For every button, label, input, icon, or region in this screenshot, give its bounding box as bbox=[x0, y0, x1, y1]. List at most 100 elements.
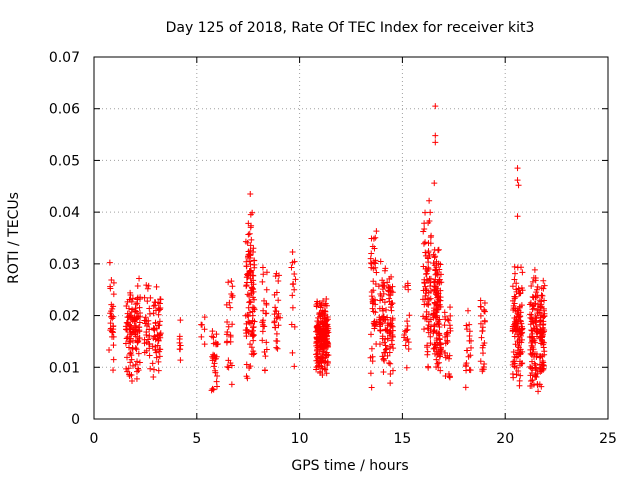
data-point bbox=[259, 278, 266, 285]
data-point bbox=[214, 373, 221, 379]
data-point bbox=[425, 318, 432, 325]
data-point bbox=[132, 361, 139, 368]
data-point bbox=[314, 318, 321, 325]
data-point bbox=[229, 283, 236, 290]
data-point bbox=[272, 324, 279, 331]
data-point bbox=[135, 350, 142, 357]
data-point bbox=[228, 381, 235, 388]
data-point bbox=[245, 328, 252, 335]
data-point bbox=[155, 305, 162, 312]
data-point bbox=[511, 293, 518, 300]
data-point bbox=[431, 299, 438, 306]
data-point bbox=[247, 211, 254, 218]
data-point bbox=[529, 377, 536, 384]
data-point bbox=[432, 266, 439, 273]
data-point bbox=[129, 295, 136, 302]
data-point bbox=[152, 347, 159, 354]
data-point bbox=[533, 373, 540, 380]
data-point bbox=[289, 349, 296, 356]
data-point bbox=[516, 382, 523, 389]
data-point bbox=[445, 355, 452, 362]
data-point bbox=[259, 321, 266, 328]
data-point bbox=[517, 331, 524, 338]
data-point bbox=[248, 236, 255, 243]
data-point bbox=[426, 197, 433, 204]
data-point bbox=[249, 317, 256, 324]
data-point bbox=[246, 364, 253, 371]
data-point bbox=[443, 330, 450, 337]
data-point bbox=[242, 312, 249, 319]
data-point bbox=[245, 231, 252, 238]
data-point bbox=[465, 307, 471, 314]
data-point bbox=[176, 339, 183, 346]
data-point bbox=[107, 320, 114, 327]
data-point bbox=[107, 283, 114, 290]
data-point bbox=[177, 357, 184, 364]
data-point bbox=[149, 343, 156, 350]
data-point bbox=[214, 341, 221, 348]
data-point bbox=[405, 346, 412, 353]
data-point bbox=[519, 269, 526, 276]
data-point bbox=[441, 322, 448, 329]
data-point bbox=[511, 314, 518, 321]
data-point bbox=[511, 353, 518, 360]
data-point bbox=[318, 310, 325, 317]
data-point bbox=[425, 363, 432, 370]
data-point bbox=[322, 351, 329, 358]
data-point bbox=[423, 290, 430, 297]
data-point bbox=[129, 362, 136, 369]
data-point bbox=[288, 321, 295, 328]
data-point bbox=[149, 360, 156, 367]
data-point bbox=[528, 318, 535, 325]
data-point bbox=[156, 346, 163, 353]
data-point bbox=[387, 287, 394, 294]
data-point bbox=[275, 322, 282, 329]
data-point bbox=[247, 224, 254, 231]
data-point bbox=[249, 286, 256, 293]
data-point bbox=[275, 297, 282, 304]
data-point bbox=[126, 305, 133, 312]
data-point bbox=[150, 373, 157, 380]
data-point bbox=[519, 326, 526, 333]
data-point bbox=[128, 324, 135, 331]
data-point bbox=[246, 230, 253, 237]
data-point bbox=[123, 335, 130, 342]
data-point bbox=[424, 267, 431, 274]
data-point bbox=[157, 296, 164, 303]
data-point bbox=[402, 337, 409, 344]
data-point bbox=[529, 365, 536, 372]
data-point bbox=[424, 254, 431, 261]
data-point bbox=[224, 318, 231, 325]
data-point bbox=[370, 278, 377, 285]
data-point bbox=[155, 311, 162, 318]
data-point bbox=[291, 363, 298, 370]
data-point bbox=[540, 277, 547, 284]
data-point bbox=[320, 338, 327, 345]
data-point bbox=[367, 255, 374, 262]
data-point bbox=[423, 300, 430, 307]
data-point bbox=[433, 308, 440, 315]
data-point bbox=[375, 283, 382, 290]
data-point bbox=[136, 295, 143, 302]
data-point bbox=[446, 352, 453, 359]
data-point bbox=[403, 364, 410, 371]
data-point bbox=[513, 371, 520, 378]
data-point bbox=[403, 327, 410, 334]
data-point bbox=[463, 367, 470, 374]
data-point bbox=[273, 344, 280, 351]
data-point bbox=[228, 278, 235, 285]
data-point bbox=[144, 285, 151, 292]
data-point bbox=[147, 365, 154, 372]
data-point bbox=[134, 296, 141, 303]
data-point bbox=[538, 340, 545, 347]
data-point bbox=[379, 307, 386, 314]
x-tick-label: 15 bbox=[393, 431, 411, 447]
data-point bbox=[316, 359, 323, 366]
data-point bbox=[123, 365, 130, 372]
data-point bbox=[244, 291, 251, 298]
data-point bbox=[381, 339, 388, 346]
data-point bbox=[435, 302, 442, 309]
data-point bbox=[128, 356, 135, 363]
data-point bbox=[384, 335, 391, 342]
data-point bbox=[110, 367, 117, 374]
